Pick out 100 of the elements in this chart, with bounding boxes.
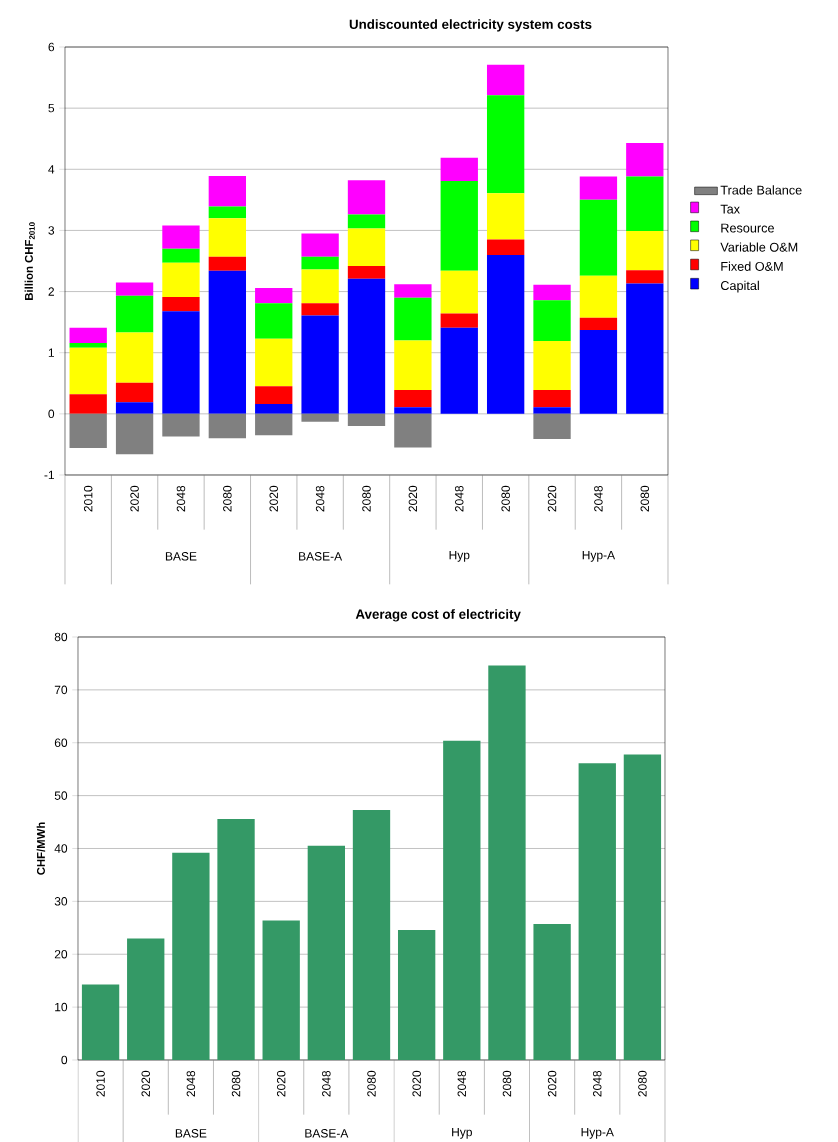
bar — [440, 270, 478, 314]
legend-label: Capital — [720, 280, 759, 293]
text: BASE — [165, 552, 197, 561]
y-tick-label: 30 — [54, 897, 68, 906]
bar — [626, 283, 664, 414]
text: BASE-A — [305, 1129, 349, 1138]
x-tick-label: 2080 — [367, 1070, 376, 1097]
bar — [115, 282, 154, 296]
bar — [626, 231, 664, 271]
legend-label: Resource — [721, 223, 774, 233]
text: Hyp-A — [582, 550, 616, 562]
legend-label: Variable O&M — [720, 242, 798, 252]
y-tick-label: 0 — [61, 1055, 68, 1065]
bar — [162, 225, 200, 249]
x-tick-label: 2080 — [223, 485, 232, 512]
bar — [440, 157, 478, 181]
bar — [115, 382, 154, 403]
x-tick-label: 2020 — [130, 485, 139, 512]
bar — [255, 287, 293, 304]
x-tick-label: 2010 — [83, 485, 93, 512]
bar — [262, 920, 300, 1060]
bar — [533, 413, 571, 439]
bar — [255, 303, 293, 339]
x-tick-label: 2048 — [322, 1070, 331, 1097]
bar — [301, 269, 339, 304]
bar — [127, 938, 165, 1060]
bar — [533, 300, 571, 342]
bar — [69, 413, 107, 449]
x-tick-label: 2020 — [547, 485, 557, 512]
text: Hyp — [452, 1127, 472, 1139]
x-tick-label: 2080 — [231, 1070, 241, 1097]
y-tick-label: 80 — [54, 632, 68, 642]
text: Hyp — [449, 550, 470, 562]
y-tick-label: 40 — [54, 844, 68, 853]
bar — [440, 180, 478, 271]
legend-label: Trade Balance — [720, 185, 802, 195]
bar — [301, 233, 339, 257]
bar — [440, 327, 478, 414]
x-tick-label: 2010 — [96, 1070, 105, 1097]
bar — [347, 278, 386, 414]
bar — [352, 809, 391, 1060]
bar — [347, 265, 386, 279]
bar — [162, 413, 200, 437]
bar — [533, 924, 571, 1060]
y-tick-label: 3 — [48, 226, 55, 235]
bar — [81, 984, 120, 1060]
bar — [162, 311, 200, 414]
bar — [579, 176, 618, 200]
bar — [208, 218, 247, 257]
bar — [208, 270, 247, 414]
y-tick-label: 1 — [48, 348, 55, 357]
x-tick-label: 2020 — [269, 485, 278, 512]
bar — [162, 248, 200, 263]
text: BASE-A — [299, 552, 343, 561]
bar — [443, 740, 481, 1060]
bar — [440, 313, 478, 328]
x-tick-label: 2048 — [186, 1070, 196, 1097]
y-tick-label: 5 — [48, 103, 55, 113]
bar — [626, 143, 664, 177]
bar — [533, 284, 571, 301]
bar — [626, 270, 664, 284]
bar — [347, 214, 386, 229]
text: Hyp-A — [581, 1127, 614, 1139]
bar — [217, 818, 255, 1060]
x-tick-label: 2048 — [176, 485, 186, 512]
y-tick-label: -1 — [44, 470, 55, 480]
bar — [208, 176, 247, 207]
bar — [208, 206, 247, 219]
y-tick-label: 20 — [54, 949, 68, 959]
x-tick-label: 2080 — [638, 1070, 647, 1097]
x-tick-label: 2020 — [412, 1070, 421, 1097]
bar — [69, 342, 107, 348]
bar — [301, 315, 339, 414]
bar — [488, 665, 526, 1060]
bar — [486, 193, 525, 240]
x-tick-label: 2048 — [315, 485, 325, 512]
bar — [394, 407, 432, 414]
bar — [579, 275, 618, 318]
x-tick-label: 2020 — [141, 1070, 150, 1097]
bar — [533, 390, 571, 408]
x-tick-label: 2080 — [502, 1070, 512, 1097]
y-tick-label: 2 — [48, 287, 54, 296]
bar — [579, 317, 618, 331]
bar — [301, 413, 339, 422]
bar — [255, 386, 293, 405]
y-tick-label: 4 — [48, 165, 55, 174]
bar — [626, 176, 664, 232]
bar — [579, 199, 618, 276]
bar — [486, 239, 525, 255]
y-tick-label: 0 — [48, 409, 55, 419]
y-axis-title: Billion CHF$_{2010}$ — [24, 222, 35, 300]
y-tick-label: 10 — [55, 1002, 68, 1012]
bar — [255, 338, 293, 387]
bar — [623, 754, 662, 1060]
chart-title: Undiscounted electricity system costs — [349, 19, 592, 32]
y-tick-label: 70 — [54, 685, 68, 695]
bar — [397, 929, 436, 1060]
x-tick-label: 2020 — [408, 485, 418, 512]
x-tick-label: 2020 — [276, 1070, 286, 1097]
bar — [347, 413, 386, 427]
